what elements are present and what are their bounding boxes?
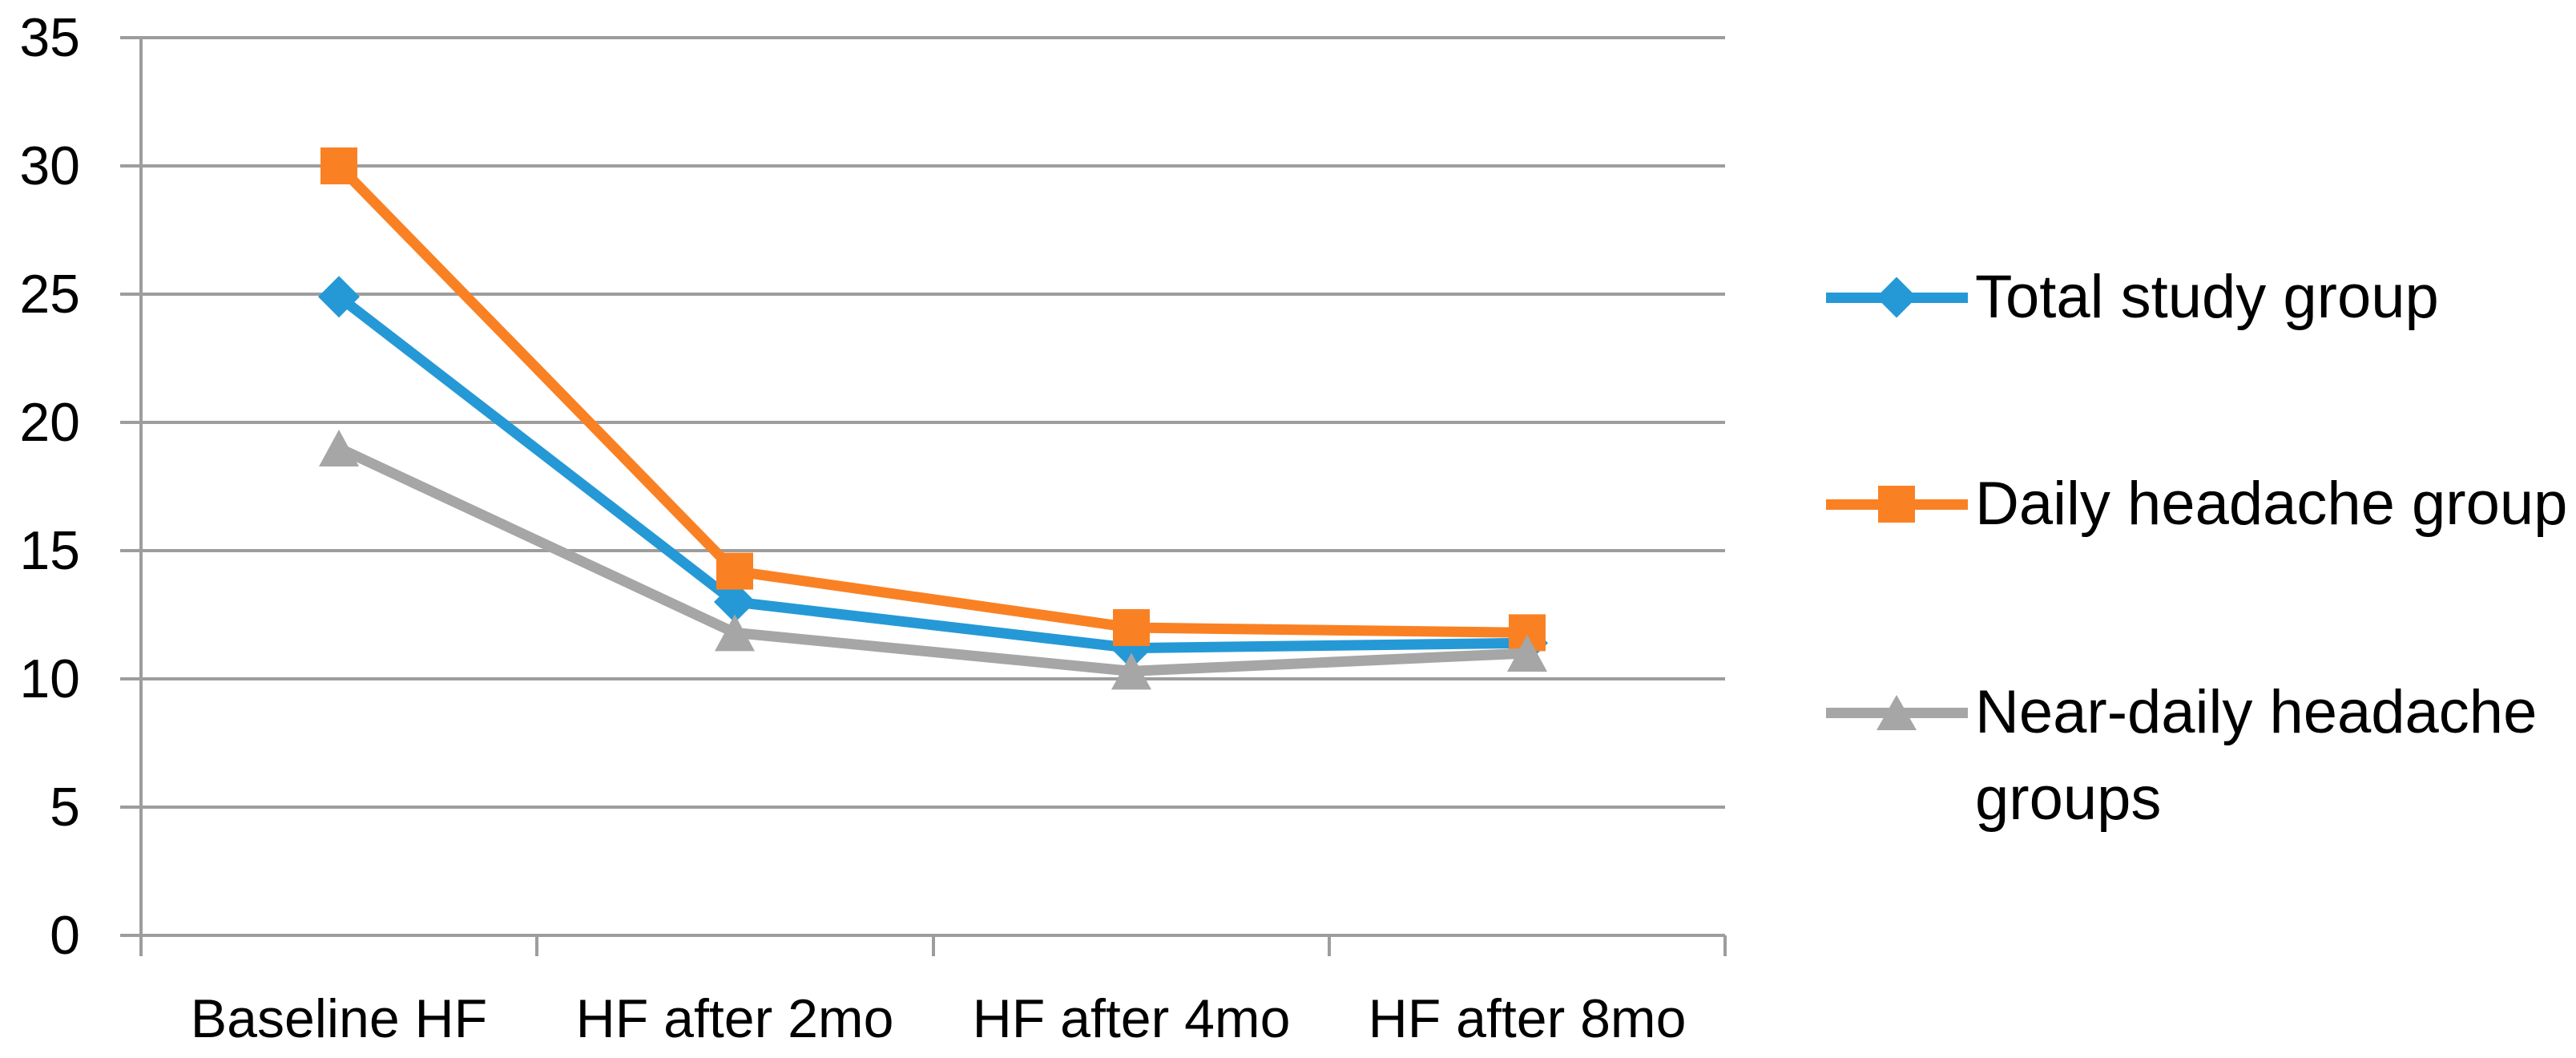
x-category-label-hf-after-4mo: HF after 4mo	[972, 988, 1291, 1049]
legend-label-near-daily-headache-groups: Near-daily headache groups	[1975, 678, 2538, 833]
diamond-icon	[1876, 277, 1917, 318]
y-tick-label-10: 10	[19, 648, 80, 709]
legend-label-total-study-group: Total study group	[1975, 263, 2439, 331]
y-tick-label-0: 0	[50, 905, 80, 966]
triangle-marker-near-daily-headache-groups-hf-after-4mo	[1111, 652, 1151, 690]
series-line-total-study-group	[336, 293, 1528, 654]
y-tick-label-20: 20	[19, 392, 80, 453]
plot-area	[120, 36, 1727, 956]
triangle-marker-near-daily-headache-groups-baseline-hf	[319, 430, 359, 466]
square-icon	[1878, 486, 1915, 523]
triangle-marker-near-daily-headache-groups-hf-after-8mo	[1507, 635, 1547, 672]
diamond-marker-total-study-group-hf-after-2mo	[714, 581, 756, 623]
diamond-marker-total-study-group-baseline-hf	[318, 276, 360, 318]
square-marker-daily-headache-group-baseline-hf	[320, 147, 357, 184]
series-line-daily-headache-group	[335, 162, 1528, 638]
square-marker-daily-headache-group-hf-after-2mo	[716, 552, 753, 590]
x-category-label-hf-after-2mo: HF after 2mo	[575, 988, 894, 1049]
series-line-near-daily-headache-groups	[337, 443, 1528, 676]
y-tick-label-5: 5	[50, 777, 80, 838]
y-tick-label-35: 35	[19, 7, 80, 68]
x-category-label-hf-after-8mo: HF after 8mo	[1368, 988, 1687, 1049]
square-marker-daily-headache-group-hf-after-4mo	[1113, 609, 1150, 646]
y-tick-label-25: 25	[19, 264, 80, 325]
x-category-label-baseline-hf: Baseline HF	[190, 988, 488, 1049]
triangle-icon	[1877, 695, 1917, 730]
legend-label-daily-headache-group: Daily headache group	[1975, 470, 2568, 538]
y-tick-label-30: 30	[19, 135, 80, 196]
triangle-marker-near-daily-headache-groups-hf-after-2mo	[715, 614, 755, 652]
y-tick-label-15: 15	[19, 520, 80, 581]
